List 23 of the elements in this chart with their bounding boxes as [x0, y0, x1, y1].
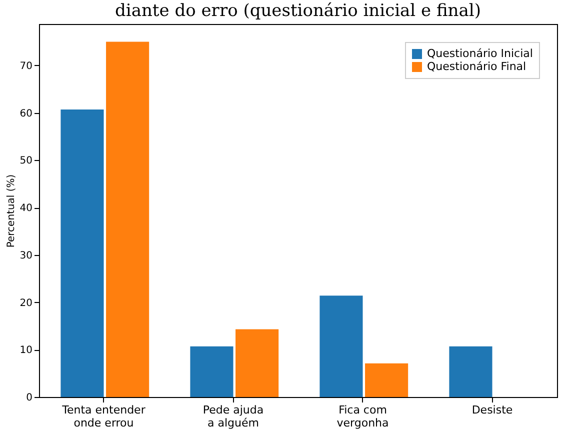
- y-tick-label: 70: [20, 60, 32, 72]
- bar: [106, 42, 150, 397]
- y-tick-label: 20: [20, 298, 32, 309]
- y-tick-label: 50: [20, 156, 32, 167]
- y-tick-label: 10: [20, 345, 32, 356]
- chart-title: diante do erro (questionário inicial e final): [115, 1, 481, 21]
- x-tick-label: Tenta entender onde errou: [61, 404, 146, 430]
- bar: [449, 346, 492, 397]
- x-tick-label: Pede ajuda a alguém: [202, 404, 264, 430]
- y-tick-label: 40: [20, 203, 32, 214]
- bar: [320, 296, 363, 397]
- bar: [365, 363, 408, 397]
- y-tick-label: 60: [20, 108, 32, 120]
- legend-label: Questionário Inicial: [427, 47, 533, 60]
- legend-label: Questionário Final: [427, 60, 526, 73]
- y-axis-title: Percentual (%): [6, 174, 17, 248]
- y-tick-label: 0: [26, 392, 32, 404]
- bar: [60, 109, 104, 397]
- y-tick-label: 30: [20, 250, 32, 262]
- x-tick-label: Desiste: [472, 404, 513, 416]
- x-tick-label: Fica com vergonha: [336, 404, 389, 430]
- bar: [190, 346, 234, 397]
- bar: [236, 329, 279, 397]
